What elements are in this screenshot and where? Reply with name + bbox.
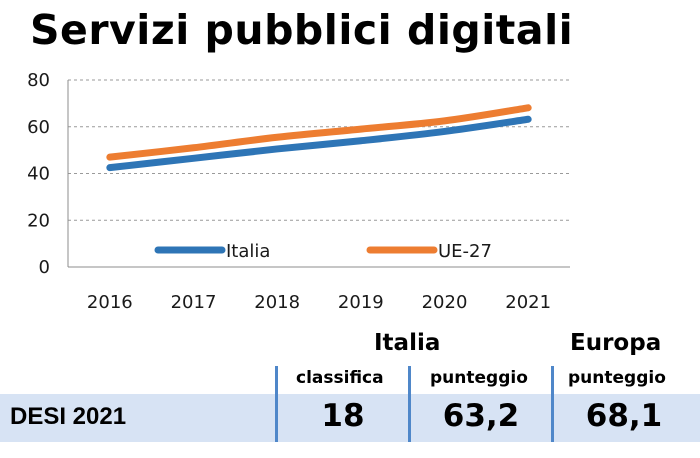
page-title: Servizi pubblici digitali: [30, 6, 574, 54]
table-group-europa: Europa: [570, 330, 662, 356]
x-tick-label: 2019: [338, 292, 384, 313]
punteggio-italia-value: 63,2: [442, 398, 520, 434]
column-classifica: classifica: [296, 368, 384, 388]
y-tick-label: 20: [27, 210, 50, 231]
table-group-italia: Italia: [374, 330, 441, 356]
line-chart: 0 20 40 60 80 2016 2017 2018 2019 2020 2021 Itali…: [27, 70, 570, 313]
column-divider: [551, 366, 554, 442]
y-tick-label: 60: [27, 117, 50, 138]
chart-grid: [67, 79, 570, 268]
column-divider: [275, 366, 278, 442]
column-divider: [408, 366, 411, 442]
series-line-ue-27: [106, 104, 532, 161]
x-tick-label: 2020: [422, 292, 468, 313]
x-tick-label: 2016: [87, 292, 133, 313]
x-tick-label: 2018: [254, 292, 300, 313]
series-line-italia: [106, 115, 532, 172]
column-punteggio-europa: punteggio: [568, 368, 666, 388]
x-tick-label: 2021: [505, 292, 551, 313]
chart-legend: Italia UE-27: [154, 241, 492, 262]
legend-label: UE-27: [438, 241, 492, 262]
punteggio-europa-value: 68,1: [585, 398, 663, 434]
row-label: DESI 2021: [10, 403, 127, 430]
y-tick-label: 0: [39, 257, 50, 278]
chart-series: [106, 104, 532, 172]
table-row-desi: [0, 394, 700, 442]
column-punteggio-italia: punteggio: [430, 368, 528, 388]
y-axis-ticks: 0 20 40 60 80: [27, 70, 50, 278]
classifica-value: 18: [321, 398, 365, 434]
y-tick-label: 40: [27, 164, 50, 185]
legend-label: Italia: [226, 241, 270, 262]
x-axis-ticks: 2016 2017 2018 2019 2020 2021: [87, 292, 551, 313]
y-tick-label: 80: [27, 70, 50, 91]
x-tick-label: 2017: [171, 292, 217, 313]
